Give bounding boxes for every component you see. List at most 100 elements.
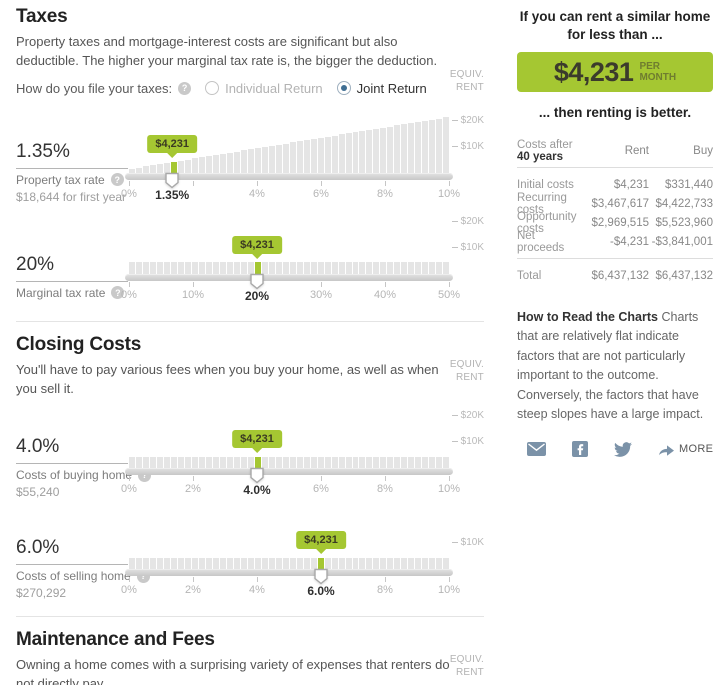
chart-bars xyxy=(129,117,450,173)
bar xyxy=(240,150,247,173)
equiv-rent-axis-title: EQUIV. RENT xyxy=(449,358,484,383)
bar xyxy=(219,557,226,570)
equiv-rent-axis-title: EQUIV. RENT xyxy=(449,654,484,679)
axis-tick xyxy=(385,476,386,482)
axis-label: 4% xyxy=(249,187,265,200)
bar xyxy=(303,262,310,274)
axis-tick xyxy=(193,476,194,482)
slider-thumb[interactable] xyxy=(250,467,265,484)
tick-mark xyxy=(451,441,458,443)
bar xyxy=(198,456,205,469)
axis-tick xyxy=(193,281,194,287)
axis-label: 0% xyxy=(121,483,137,496)
bar xyxy=(352,456,359,469)
bar xyxy=(289,557,296,570)
bar xyxy=(212,262,219,274)
bar xyxy=(387,456,394,469)
axis-label: 40% xyxy=(373,288,397,301)
slider-info: 4.0% Costs of buying home ? $55,240 xyxy=(16,436,152,499)
section-title: Maintenance and Fees xyxy=(16,629,215,651)
slider-marginal-tax-rate: 20% Marginal tax rate ? $4,231 0% 10% 20% 3… xyxy=(16,216,484,305)
table-row: Recurring costs $3,467,617 $4,422,733 xyxy=(517,191,713,216)
bar xyxy=(184,456,191,469)
email-icon[interactable] xyxy=(527,442,546,457)
bar xyxy=(443,262,450,274)
radio-joint-return[interactable]: Joint Return xyxy=(336,81,427,96)
slider-track[interactable] xyxy=(125,468,453,476)
slider-thumb[interactable] xyxy=(314,568,329,585)
bar xyxy=(401,124,408,173)
col-header-rent: Rent xyxy=(624,144,649,157)
axis-tick xyxy=(257,180,258,186)
bar xyxy=(129,168,135,173)
bar xyxy=(184,159,191,173)
bar xyxy=(191,262,198,274)
axis-tick xyxy=(449,180,450,186)
help-icon[interactable]: ? xyxy=(178,81,192,95)
slider-info: 1.35% Property tax rate ? $18,644 for fi… xyxy=(16,141,129,204)
equiv-rent-tick: $10K xyxy=(451,242,484,253)
equiv-rent-tick: $10K xyxy=(451,537,484,548)
share-more-button[interactable]: MORE xyxy=(658,443,713,456)
bar xyxy=(310,557,317,570)
bar xyxy=(394,125,401,173)
bar xyxy=(275,557,282,570)
axis-label: 2% xyxy=(185,584,201,597)
bar xyxy=(254,557,261,570)
bar xyxy=(205,156,212,173)
slider-axis: 0% 2% 4% 6.0% 8% 10% xyxy=(121,576,460,600)
equiv-rent-tick: $20K xyxy=(451,410,484,421)
axis-tick xyxy=(449,577,450,583)
slider-costs-of-selling: 6.0% Costs of selling home ? $270,292 $4… xyxy=(16,513,484,600)
slider-label: Property tax rate xyxy=(16,172,105,187)
slider-axis: 0% 2% 4.0% 6% 8% 10% xyxy=(121,475,460,499)
slider-track[interactable] xyxy=(125,569,453,577)
bar xyxy=(226,262,233,274)
slider-info: 20% Marginal tax rate ? xyxy=(16,254,129,305)
bar xyxy=(310,139,317,173)
bar xyxy=(247,557,254,570)
slider-track[interactable] xyxy=(125,172,453,180)
radio-individual-return[interactable]: Individual Return xyxy=(205,81,323,96)
bar xyxy=(387,126,394,173)
facebook-icon[interactable] xyxy=(572,441,588,458)
bar xyxy=(170,557,177,570)
axis-label: 8% xyxy=(377,584,393,597)
bar xyxy=(436,262,443,274)
how-to-read-note: How to Read the Charts Charts that are r… xyxy=(517,310,704,421)
axis-label: 10% xyxy=(437,584,461,597)
slider-track[interactable] xyxy=(125,273,453,281)
twitter-icon[interactable] xyxy=(614,442,632,457)
bar xyxy=(240,456,247,469)
bar xyxy=(198,262,205,274)
help-icon[interactable]: ? xyxy=(110,173,124,187)
bar xyxy=(303,140,310,173)
break-even-rent-box[interactable]: $4,231 PER MONTH xyxy=(517,52,713,93)
bar xyxy=(296,456,303,469)
bar xyxy=(373,557,380,570)
calculator-sections: Taxes Property taxes and mortgage-intere… xyxy=(0,0,484,685)
divider xyxy=(517,167,713,169)
value-tooltip: $4,231 xyxy=(296,531,346,550)
bar xyxy=(247,149,254,173)
bar xyxy=(198,157,205,173)
bar xyxy=(296,557,303,570)
radio-label: Individual Return xyxy=(225,80,323,96)
tick-mark xyxy=(451,542,458,544)
help-icon[interactable]: ? xyxy=(111,286,125,300)
bar xyxy=(310,262,317,274)
bar xyxy=(163,456,170,469)
tick-mark xyxy=(451,246,458,248)
bar xyxy=(436,118,443,173)
bar xyxy=(149,165,156,173)
bar xyxy=(289,142,296,173)
share-arrow-icon xyxy=(659,445,674,456)
bar xyxy=(282,262,289,274)
per-month-label: PER MONTH xyxy=(639,60,677,84)
bar xyxy=(331,262,338,274)
slider-thumb[interactable] xyxy=(165,172,180,189)
slider-thumb[interactable] xyxy=(250,273,265,290)
bar xyxy=(317,262,324,274)
bar xyxy=(415,557,422,570)
years-value: 40 years xyxy=(517,150,564,163)
